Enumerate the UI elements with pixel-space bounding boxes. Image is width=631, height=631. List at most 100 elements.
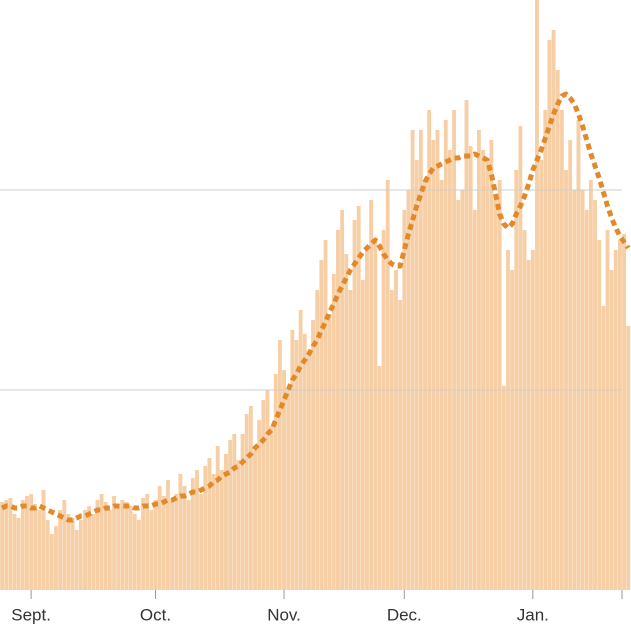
bar (381, 230, 386, 590)
bar (190, 478, 195, 590)
bar (112, 496, 116, 590)
bar (530, 250, 535, 590)
bar (477, 130, 481, 590)
bar (41, 490, 46, 590)
bar (348, 290, 353, 590)
bar (514, 170, 519, 590)
bar (182, 486, 187, 590)
bar (120, 500, 125, 590)
bar (166, 480, 170, 590)
bar (54, 526, 58, 590)
bar (219, 470, 224, 590)
bar (224, 454, 228, 590)
bar (232, 434, 237, 590)
bar (186, 500, 191, 590)
bar (423, 180, 427, 590)
bar (29, 494, 34, 590)
bar (626, 326, 631, 590)
bar (174, 494, 179, 590)
bar (132, 514, 137, 590)
bar (74, 530, 79, 590)
bar (107, 510, 112, 590)
bar (559, 110, 564, 590)
bar (8, 498, 13, 590)
bar (49, 534, 54, 590)
bar (344, 254, 349, 590)
bar (431, 140, 436, 590)
bar (99, 494, 104, 590)
bar (178, 474, 183, 590)
bar (145, 494, 150, 590)
bar (481, 150, 486, 590)
bar (522, 230, 527, 590)
bar (510, 270, 515, 590)
bar (12, 514, 17, 590)
bar (501, 386, 506, 590)
bar (389, 290, 394, 590)
bar (286, 390, 291, 590)
bar (435, 130, 440, 590)
bar (95, 500, 100, 590)
bar (269, 426, 274, 590)
bar (128, 506, 133, 590)
bar (37, 510, 42, 590)
bar (277, 340, 282, 590)
bar (66, 514, 71, 590)
bar (45, 520, 50, 590)
bar (78, 520, 83, 590)
bar (597, 240, 602, 590)
bar (601, 306, 606, 590)
bar (427, 110, 432, 590)
bar (518, 126, 523, 590)
bar (485, 160, 490, 590)
bar (4, 500, 9, 590)
bar (323, 240, 328, 590)
bar (70, 518, 75, 590)
bar (340, 210, 345, 590)
bar (141, 498, 145, 590)
bar (609, 270, 614, 590)
bar (410, 130, 415, 590)
bar (593, 200, 597, 590)
bar (584, 210, 589, 590)
x-tick-label: Jan. (517, 605, 549, 624)
bar (605, 230, 610, 590)
bar (302, 334, 307, 590)
bar (547, 40, 552, 590)
bar (236, 460, 241, 590)
bar (311, 320, 315, 590)
bar (25, 496, 29, 590)
x-tick-label: Sept. (11, 605, 51, 624)
bar (588, 180, 593, 590)
bar (493, 200, 498, 590)
bar (613, 250, 618, 590)
bar (377, 366, 382, 590)
bar (257, 420, 262, 590)
bar (497, 180, 502, 590)
bar (576, 120, 581, 590)
bar (215, 446, 220, 590)
bar (58, 510, 63, 590)
bar (555, 70, 560, 590)
bar (228, 440, 233, 590)
bar (618, 240, 622, 590)
bar (0, 502, 4, 590)
bar (103, 502, 108, 590)
bar (369, 200, 374, 590)
bar (551, 30, 556, 590)
bar (203, 466, 208, 590)
bar (439, 180, 444, 590)
bar (282, 370, 286, 590)
bar (87, 506, 92, 590)
bar (161, 496, 166, 590)
x-tick-label: Oct. (140, 605, 171, 624)
bar (526, 260, 531, 590)
bar (535, 0, 539, 590)
bar (319, 260, 324, 590)
bar (564, 170, 568, 590)
bar (273, 374, 278, 590)
bar (452, 110, 456, 590)
bar (199, 494, 204, 590)
bar (327, 314, 332, 590)
bar (170, 498, 175, 590)
